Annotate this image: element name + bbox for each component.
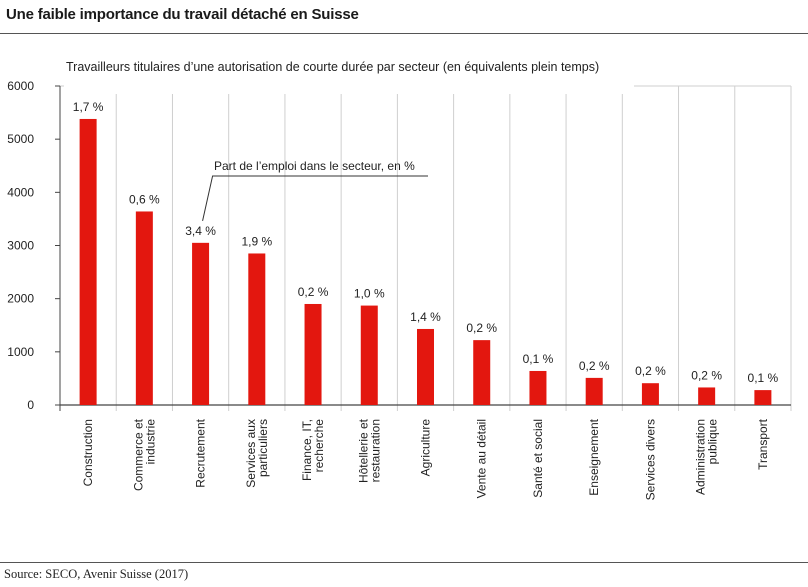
category-label: Transport (756, 418, 770, 470)
data-label-background (125, 191, 164, 207)
bar (754, 390, 772, 405)
data-label-background (631, 363, 670, 379)
bar (473, 340, 491, 405)
data-label-background (575, 357, 614, 373)
data-label-background (181, 222, 220, 238)
data-label: 1,9 % (241, 234, 272, 248)
category-label: Vente au détail (475, 419, 489, 498)
category-label: Administration (694, 419, 708, 495)
y-tick-label: 2000 (7, 292, 34, 306)
bar (585, 377, 603, 405)
category-label: Services divers (643, 419, 657, 500)
data-label-background (687, 367, 726, 383)
bar (417, 328, 434, 405)
data-label: 0,2 % (298, 285, 329, 299)
bar (135, 211, 153, 405)
data-label-background (743, 370, 782, 386)
y-tick-label: 5000 (7, 132, 34, 146)
bar-chart: 0 1000 2000 3000 4000 5000 6000 Travailleurs ti… (7, 60, 792, 500)
y-tick-label: 6000 (7, 79, 34, 93)
y-tick-label: 0 (27, 398, 34, 412)
data-label-background (237, 233, 276, 249)
data-label: 0,1 % (523, 352, 554, 366)
category-label: particuliers (256, 419, 270, 477)
bar (698, 387, 716, 405)
data-label: 0,2 % (466, 321, 497, 335)
category-label: Enseignement (587, 418, 601, 495)
category-label: Construction (81, 419, 95, 486)
data-label: 0,2 % (691, 368, 722, 382)
bar (360, 305, 378, 405)
data-label: 1,7 % (73, 100, 104, 114)
category-label: Agriculture (419, 419, 433, 477)
bar (79, 118, 97, 406)
source-rule (0, 562, 808, 563)
data-label: 0,1 % (748, 371, 779, 385)
category-label: industrie (143, 419, 157, 465)
y-tick-label: 3000 (7, 239, 34, 253)
data-label-background (69, 98, 108, 114)
y-tick-label: 1000 (7, 345, 34, 359)
title-rule (0, 33, 808, 34)
data-label: 1,0 % (354, 287, 385, 301)
category-label: Commerce et (131, 418, 145, 491)
bar (304, 303, 322, 405)
category-label: Hôtellerie et (356, 418, 370, 483)
data-label-background (518, 350, 557, 366)
category-label: Finance, IT, (300, 419, 314, 481)
chart-title-background (64, 78, 634, 94)
bar (529, 370, 547, 405)
page-title: Une faible importance du travail détaché… (6, 6, 359, 23)
category-label: Recrutement (194, 418, 208, 487)
annotation-leader (202, 175, 428, 221)
category-label: Santé et social (531, 419, 545, 498)
annotation-text: Part de l’emploi dans le secteur, en % (214, 159, 415, 173)
category-label: restauration (368, 419, 382, 482)
data-label-background (462, 320, 501, 336)
data-label: 1,4 % (410, 310, 441, 324)
bar (641, 383, 659, 405)
source-note: Source: SECO, Avenir Suisse (2017) (4, 567, 189, 581)
bar (248, 253, 266, 405)
data-label: 3,4 % (185, 224, 216, 238)
data-label: 0,2 % (635, 364, 666, 378)
data-label: 0,2 % (579, 359, 610, 373)
data-label: 0,6 % (129, 192, 160, 206)
category-label: Services aux (244, 419, 258, 488)
data-label-background (350, 285, 389, 301)
category-label: recherche (312, 419, 326, 473)
data-label-background (294, 283, 333, 299)
chart-title: Travailleurs titulaires d’une autorisati… (66, 60, 599, 74)
category-label: publique (706, 419, 720, 465)
bar (192, 242, 210, 405)
data-label-background (406, 308, 445, 324)
y-tick-label: 4000 (7, 185, 34, 199)
